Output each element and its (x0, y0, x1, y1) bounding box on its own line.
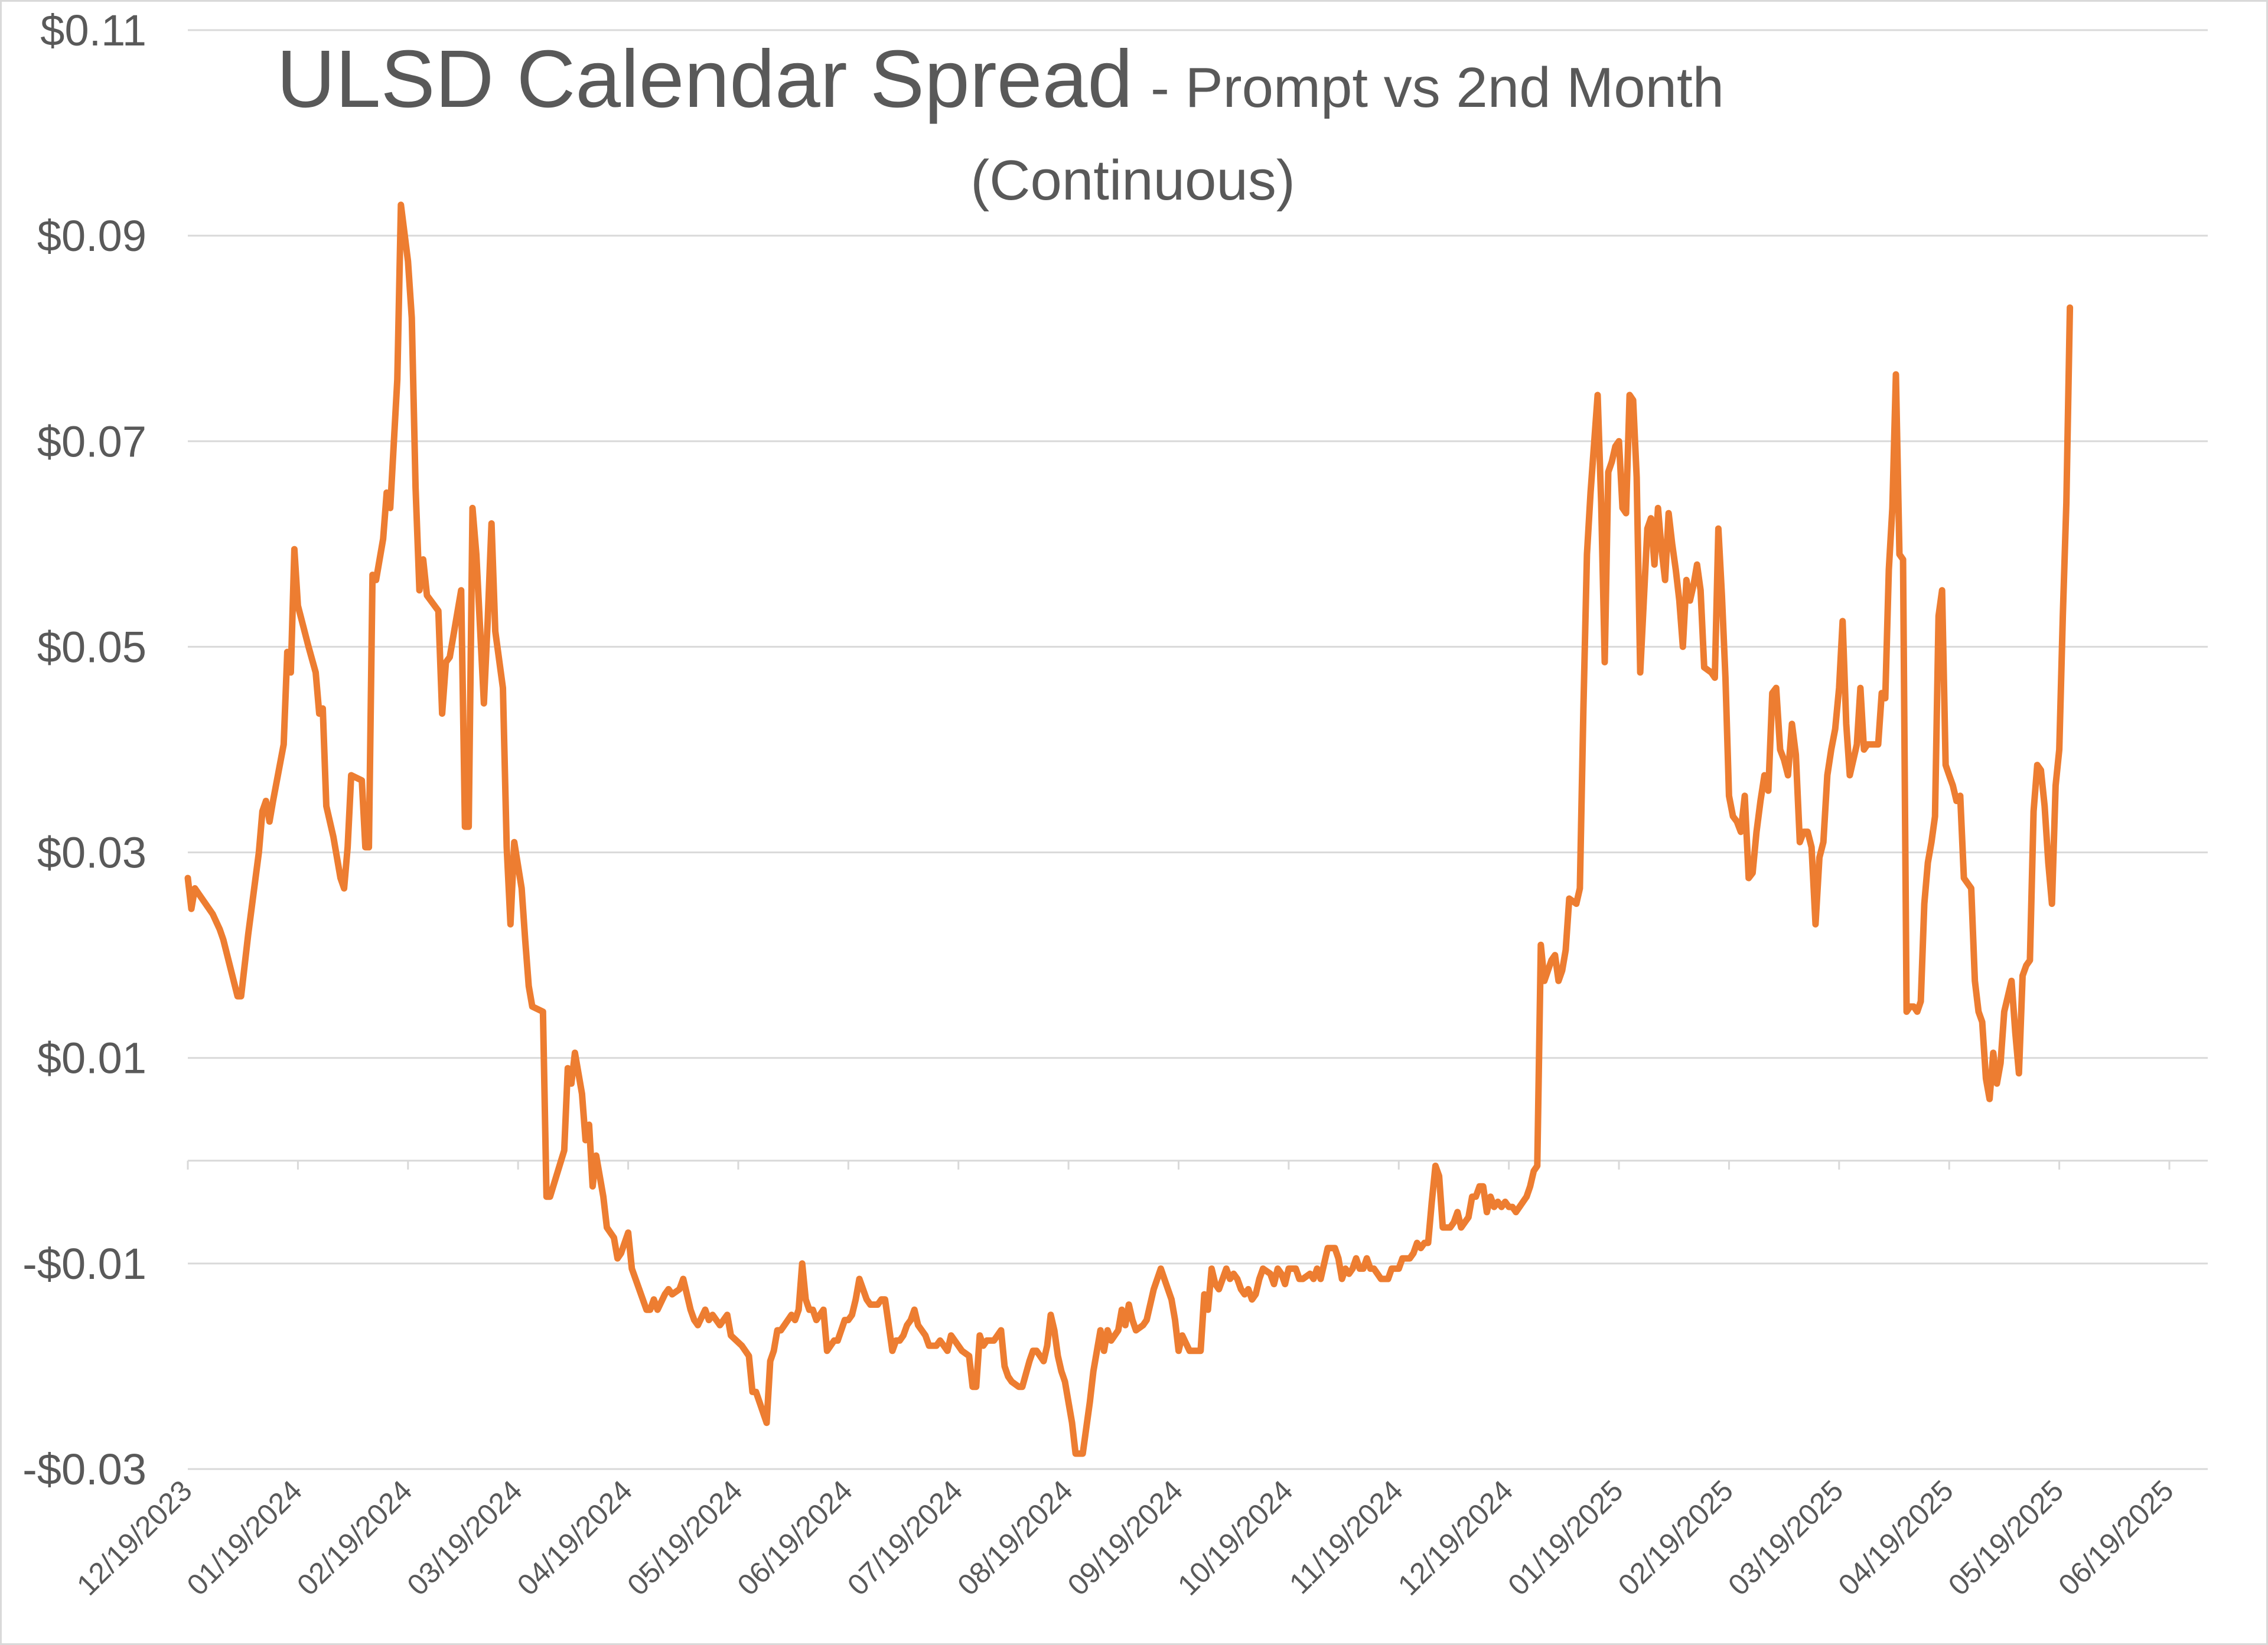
x-tick-label: 01/19/2025 (1501, 1474, 1630, 1602)
y-axis-labels: $0.11 $0.09 $0.07 $0.05 $0.03 $0.01 -$0.01 -$0.… (22, 6, 146, 1494)
x-tick-label: 03/19/2025 (1722, 1474, 1850, 1602)
y-tick-label: $0.11 (40, 6, 146, 55)
x-tick-label: 07/19/2024 (841, 1474, 969, 1602)
x-tick-label: 12/19/2024 (1392, 1474, 1520, 1602)
x-tick-label: 01/19/2024 (181, 1474, 309, 1602)
x-tick-label: 05/19/2024 (621, 1474, 749, 1602)
chart-title-suffix: - Prompt vs 2nd Month (1151, 56, 1724, 119)
x-tick-label: 06/19/2024 (731, 1474, 859, 1602)
x-tick-label: 02/19/2024 (291, 1474, 419, 1602)
series-line (184, 201, 2074, 1457)
x-axis (187, 1160, 2208, 1170)
x-tick-label: 04/19/2024 (511, 1474, 639, 1602)
y-tick-label: $0.09 (37, 211, 146, 260)
x-tick-label: 05/19/2025 (1942, 1474, 2070, 1602)
chart-subtitle: (Continuous) (970, 149, 1295, 212)
y-tick-label: $0.01 (37, 1034, 146, 1083)
y-tick-label: $0.07 (37, 417, 146, 466)
x-axis-labels: 12/19/202301/19/202402/19/202403/19/2024… (70, 1474, 2180, 1602)
x-tick-label: 03/19/2024 (400, 1474, 529, 1602)
x-tick-label: 04/19/2025 (1832, 1474, 1960, 1602)
gridlines (188, 29, 2208, 1470)
title-block: ULSD Calendar Spread - Prompt vs 2nd Mon… (276, 34, 1724, 212)
x-tick-label: 06/19/2025 (2052, 1474, 2180, 1602)
x-tick-label: 02/19/2025 (1612, 1474, 1740, 1602)
x-tick-label: 09/19/2024 (1061, 1474, 1190, 1602)
x-tick-label: 11/19/2024 (1283, 1474, 1409, 1600)
y-tick-label: -$0.01 (22, 1239, 146, 1288)
series-layer (184, 201, 2074, 1457)
x-tick-label: 08/19/2024 (951, 1474, 1079, 1602)
x-tick-label: 10/19/2024 (1171, 1474, 1299, 1602)
y-tick-label: $0.03 (37, 828, 146, 877)
chart-title: ULSD Calendar Spread (276, 34, 1133, 125)
y-tick-label: $0.05 (37, 622, 146, 671)
y-tick-label: -$0.03 (22, 1445, 146, 1494)
